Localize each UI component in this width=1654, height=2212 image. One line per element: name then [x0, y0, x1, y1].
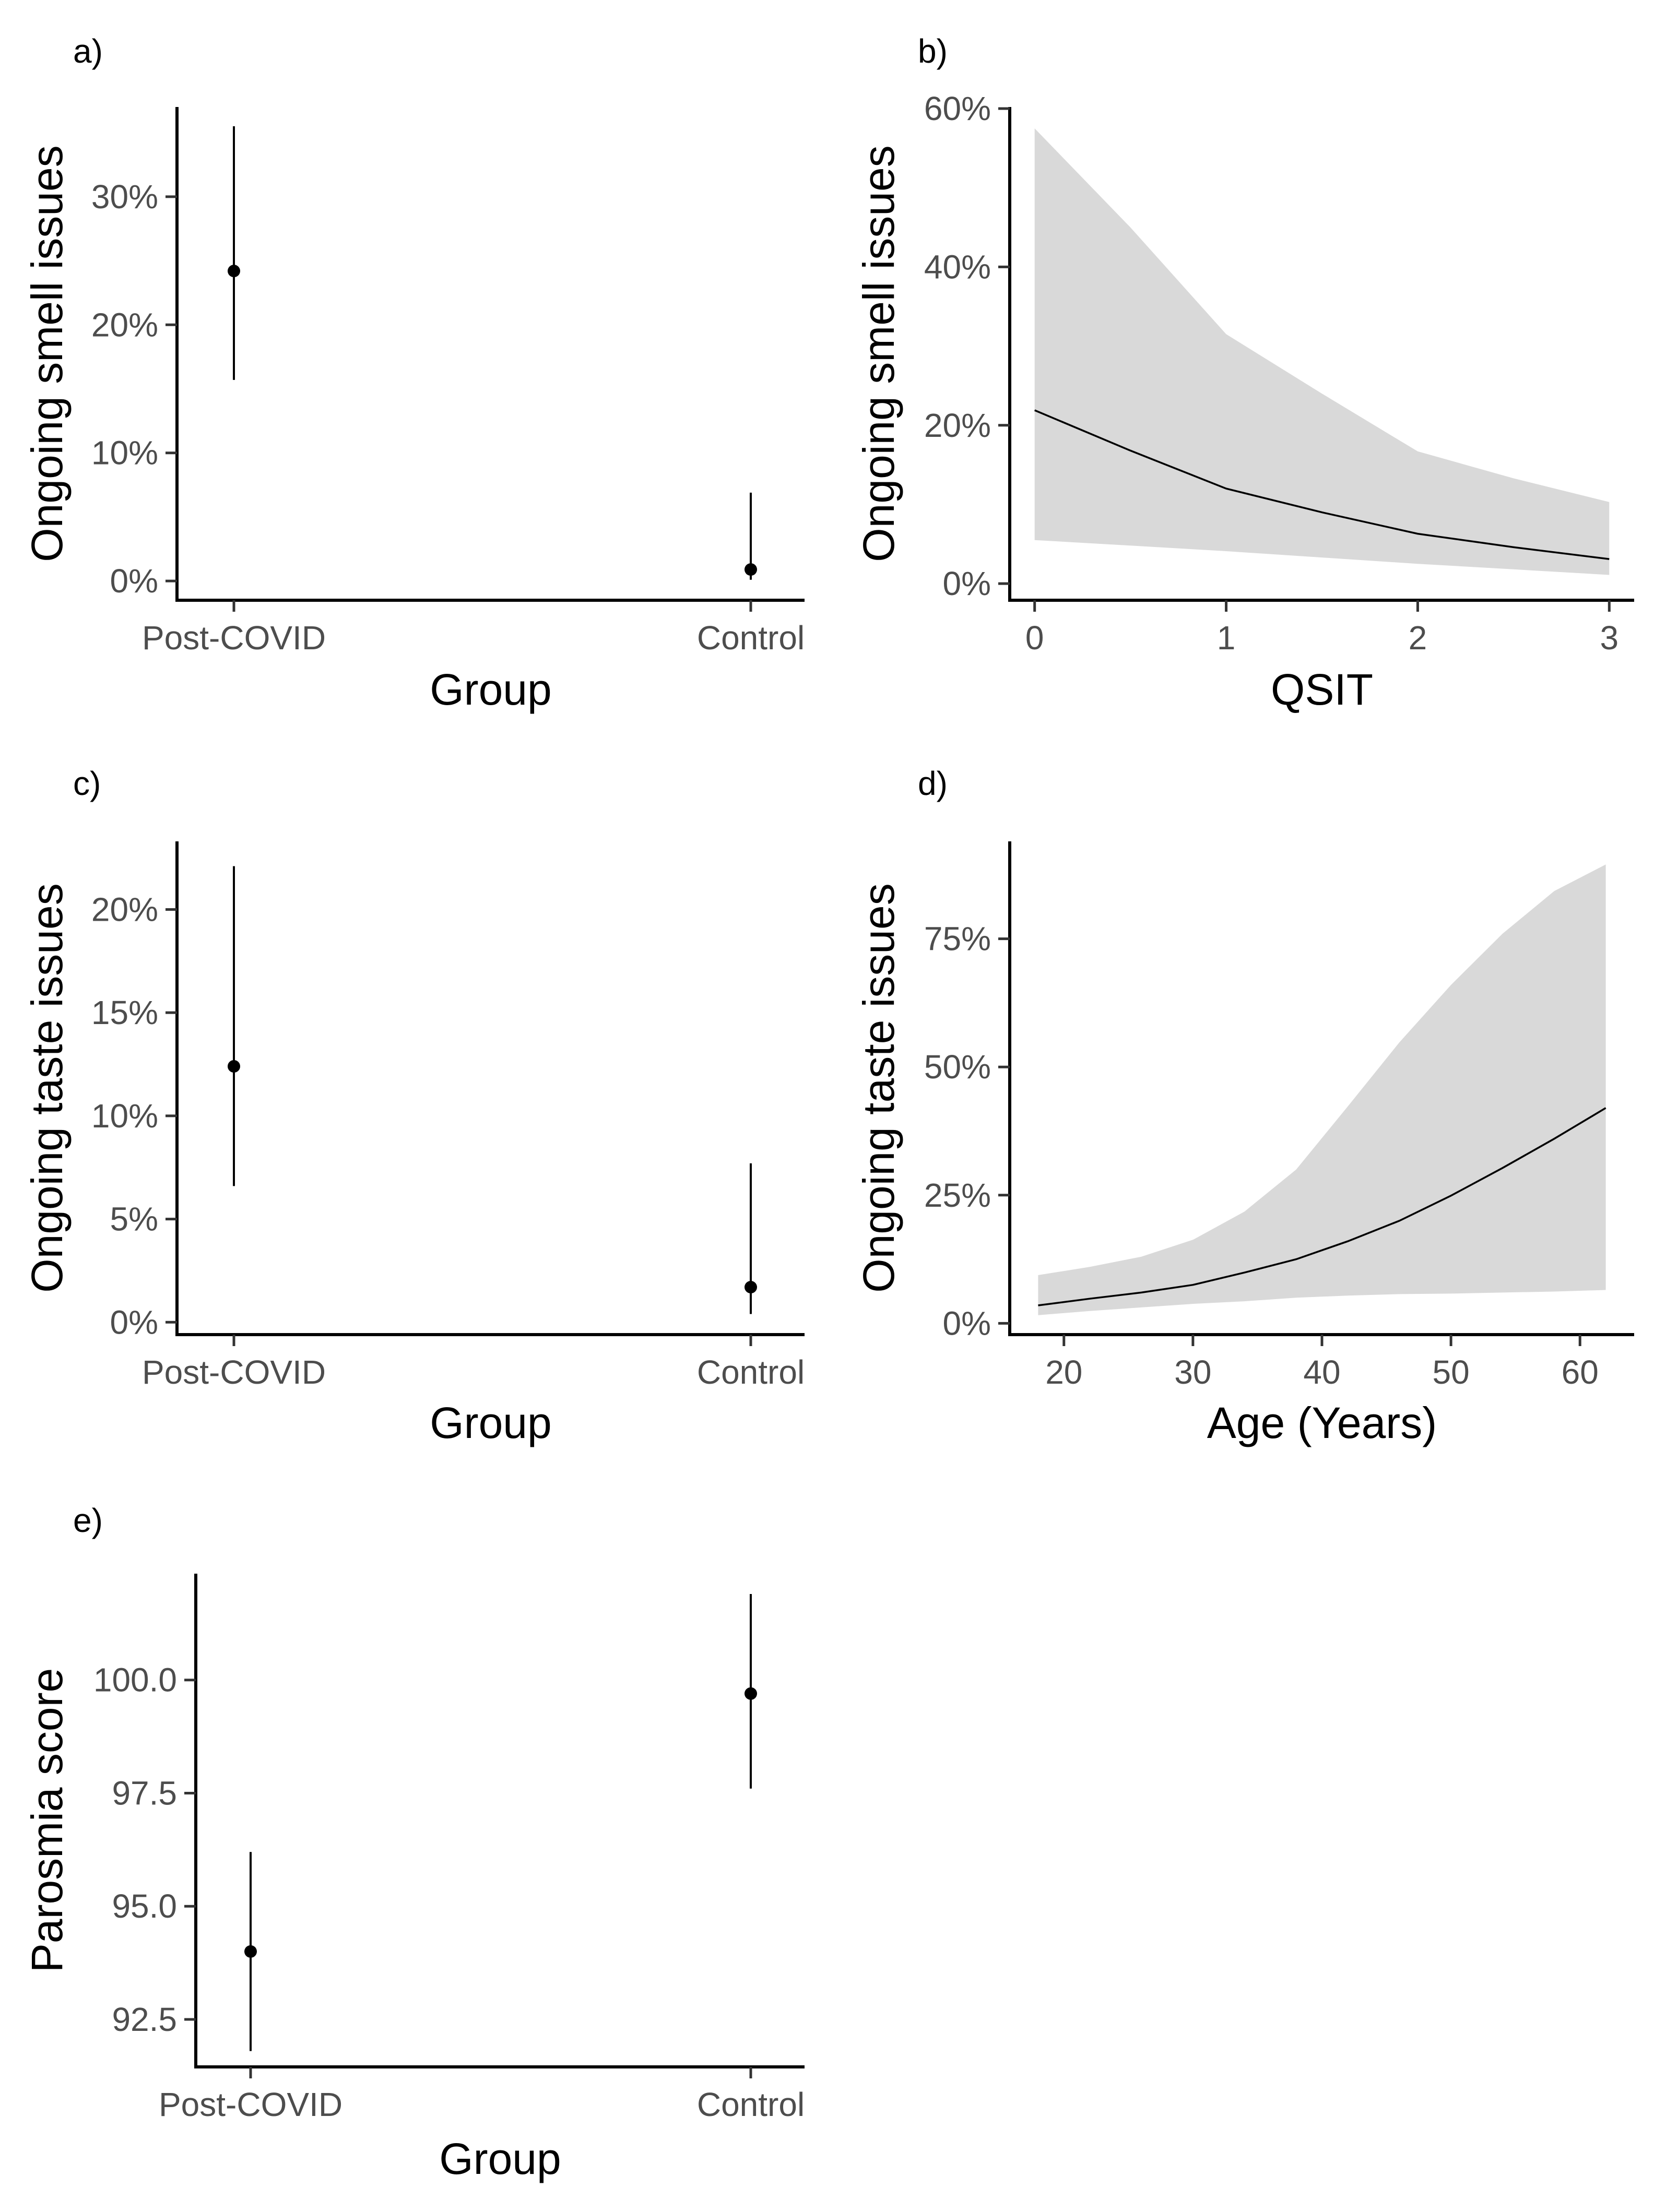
y-tick-label: 5% [110, 1200, 159, 1238]
panel-d: d) 0% 25% 50% 75% 20 30 40 50 60 Age (Years) Ongoin… [854, 765, 1634, 1447]
y-axis-title: Ongoing taste issues [854, 883, 903, 1292]
y-tick-label: 0% [943, 565, 991, 602]
confidence-band [1034, 128, 1610, 575]
y-tick-label: 97.5 [112, 1774, 177, 1812]
x-tick-label: 60 [1562, 1353, 1599, 1391]
x-tick-label: Control [697, 619, 805, 657]
x-tick-label: Post-COVID [159, 2086, 342, 2123]
panel-c: c) 0% 5% 10% 15% 20% Post-COVID Control Group Ong… [22, 765, 805, 1447]
x-tick-label: 40 [1303, 1353, 1340, 1391]
x-tick-label: 50 [1433, 1353, 1470, 1391]
data-point [244, 1945, 257, 1958]
panel-label: c) [73, 765, 101, 802]
data-point [745, 1687, 757, 1700]
y-tick-label: 92.5 [112, 2001, 177, 2038]
y-tick-label: 20% [91, 306, 158, 343]
data-point [228, 1060, 240, 1073]
y-tick-label: 0% [110, 562, 159, 600]
x-tick-label: 1 [1217, 619, 1236, 657]
panel-a: a) 0% 10% 20% 30% Post-COVID Control Group Ongoi… [22, 32, 805, 714]
y-tick-label: 95.0 [112, 1887, 177, 1925]
y-tick-label: 75% [924, 920, 991, 958]
x-axis-title: Group [430, 1398, 551, 1447]
y-axis-title: Ongoing smell issues [854, 145, 903, 562]
x-tick-label: 0 [1025, 619, 1044, 657]
panel-label: a) [73, 32, 103, 70]
y-tick-label: 60% [924, 90, 991, 127]
y-tick-label: 15% [91, 994, 158, 1031]
fitted-line [1034, 409, 1610, 560]
y-axis-title: Parosmia score [22, 1668, 72, 1973]
x-tick-label: Post-COVID [142, 1353, 326, 1391]
panel-label: e) [73, 1502, 103, 1539]
panel-e: e) 92.5 95.0 97.5 100.0 Post-COVID Control Grou… [22, 1502, 805, 2183]
y-axis-title: Ongoing smell issues [22, 145, 72, 562]
x-tick-label: Post-COVID [142, 619, 326, 657]
panel-label: d) [918, 765, 948, 802]
y-axis-title: Ongoing taste issues [22, 883, 72, 1292]
panel-b: b) 0% 20% 40% 60% 0 1 2 3 QSIT Ongoing smell issue… [854, 32, 1634, 714]
x-tick-label: 30 [1174, 1353, 1211, 1391]
y-tick-label: 50% [924, 1048, 991, 1086]
y-tick-label: 20% [924, 407, 991, 444]
x-axis-title: Group [430, 665, 551, 714]
y-tick-label: 10% [91, 434, 158, 472]
fitted-line [1038, 1107, 1606, 1306]
x-axis-title: QSIT [1271, 665, 1373, 714]
x-tick-label: 20 [1045, 1353, 1082, 1391]
x-tick-label: 2 [1409, 619, 1427, 657]
y-tick-label: 0% [110, 1303, 159, 1341]
x-tick-label: 3 [1600, 619, 1619, 657]
y-tick-label: 10% [91, 1097, 158, 1135]
confidence-band [1038, 864, 1606, 1315]
y-tick-label: 40% [924, 248, 991, 286]
y-tick-label: 100.0 [93, 1661, 177, 1699]
y-tick-label: 25% [924, 1176, 991, 1214]
x-tick-label: Control [697, 2086, 805, 2123]
panel-label: b) [918, 32, 948, 70]
data-point [745, 563, 757, 576]
data-point [745, 1281, 757, 1294]
x-axis-title: Group [439, 2134, 561, 2183]
x-tick-label: Control [697, 1353, 805, 1391]
x-axis-title: Age (Years) [1207, 1398, 1437, 1447]
y-tick-label: 20% [91, 890, 158, 928]
y-tick-label: 30% [91, 178, 158, 216]
y-tick-label: 0% [943, 1304, 991, 1342]
data-point [228, 265, 240, 278]
